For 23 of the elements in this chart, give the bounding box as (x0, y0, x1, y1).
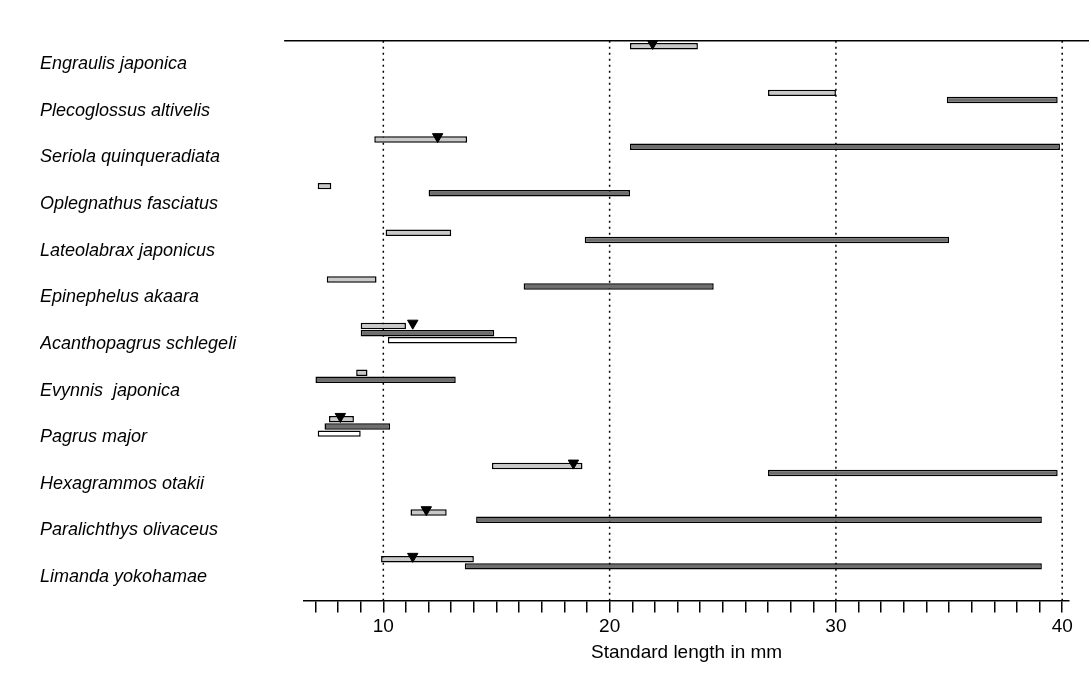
y-tick-label: Plecoglossus altivelis (40, 99, 211, 120)
x-tick-label: 30 (825, 615, 847, 637)
point (420, 506, 433, 517)
y-tick-label: Paralichthys olivaceus (40, 519, 219, 540)
y-tick-label: Oplegnathus fasciatus (40, 193, 219, 214)
y-tick-label: Pagrus major (40, 426, 149, 447)
x-axis-title: Standard length in mm (590, 640, 783, 662)
y-tick-label: Hexagrammos otakii (40, 472, 206, 493)
point (431, 133, 444, 144)
x-tick-label: 20 (599, 615, 621, 637)
point (334, 412, 347, 423)
y-tick-label: Epinephelus akaara (40, 286, 200, 307)
point (407, 319, 419, 330)
y-tick-label: Evynnis japonica (40, 379, 181, 400)
point (567, 459, 580, 470)
point (646, 40, 659, 50)
y-tick-label: Seriola quinqueradiata (40, 146, 221, 167)
x-tick-label: 40 (1051, 615, 1073, 637)
x-tick-label: 10 (372, 615, 394, 637)
point (407, 552, 419, 563)
y-tick-label: Engraulis japonica (40, 53, 188, 74)
y-tick-label: Limanda yokohamae (40, 566, 208, 587)
y-tick-label: Lateolabrax japonicus (40, 239, 216, 260)
